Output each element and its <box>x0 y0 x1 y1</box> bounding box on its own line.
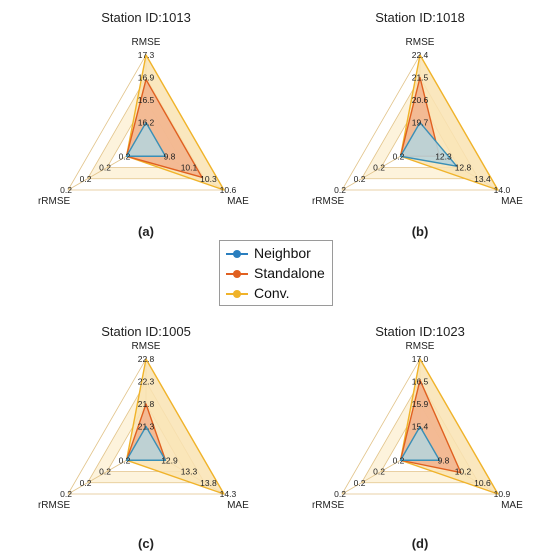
tick-label-mae: 13.3 <box>181 467 198 477</box>
tick-label-mae: 10.2 <box>455 467 472 477</box>
tick-label-mae: 12.8 <box>455 163 472 173</box>
axis-label-mae: MAE <box>227 500 249 511</box>
tick-label-rmse: 21.5 <box>412 73 429 83</box>
axis-label-mae: MAE <box>501 500 523 511</box>
tick-label-rmse: 22.3 <box>138 377 155 387</box>
axis-label-rrmse: rRMSE <box>38 500 71 511</box>
legend-marker-neighbor <box>233 250 241 258</box>
tick-label-mae: 10.9 <box>494 489 511 499</box>
tick-label-mae: 12.9 <box>161 455 178 465</box>
axis-label-rmse: RMSE <box>132 341 161 352</box>
axis-label-rmse: RMSE <box>406 341 435 352</box>
legend-marker-standalone <box>233 270 241 278</box>
tick-label-rrmse: 0.2 <box>60 185 72 195</box>
legend-label-neighbor: Neighbor <box>254 245 311 261</box>
axis-label-rrmse: rRMSE <box>312 196 345 207</box>
legend-marker-conv <box>233 290 241 298</box>
tick-label-rrmse: 0.2 <box>99 163 111 173</box>
tick-label-mae: 13.4 <box>474 174 491 184</box>
tick-label-rmse: 21.8 <box>138 399 155 409</box>
tick-label-mae: 10.3 <box>200 174 217 184</box>
series-neighbor-polygon <box>125 121 167 157</box>
panel-label: (b) <box>412 224 429 239</box>
tick-label-rrmse: 0.2 <box>393 455 405 465</box>
tick-label-rrmse: 0.2 <box>373 163 385 173</box>
tick-label-mae: 9.8 <box>438 455 450 465</box>
tick-label-rmse: 15.4 <box>412 422 429 432</box>
tick-label-rrmse: 0.2 <box>393 151 405 161</box>
axis-label-rmse: RMSE <box>132 37 161 48</box>
tick-label-rmse: 17.0 <box>412 354 429 364</box>
tick-label-rrmse: 0.2 <box>60 489 72 499</box>
tick-labels: 15.4 15.9 16.5 17.0 9.8 10.210.610.9 0.2 0.2 0.2… <box>334 354 510 499</box>
panel-label: (c) <box>138 536 154 551</box>
tick-label-mae: 9.8 <box>164 151 176 161</box>
tick-label-rmse: 21.3 <box>138 422 155 432</box>
tick-label-rrmse: 0.2 <box>99 467 111 477</box>
legend: Neighbor Standalone Conv. <box>219 240 333 306</box>
tick-label-mae: 13.8 <box>200 478 217 488</box>
radar-panel-1: 16.2 16.5 16.9 17.3 9.8 10.110.310.6 0.2 0.2 0.2… <box>38 10 249 239</box>
axis-label-rrmse: rRMSE <box>38 196 71 207</box>
tick-label-mae: 10.6 <box>474 478 491 488</box>
series-neighbor-polygon <box>125 425 167 461</box>
tick-label-rmse: 22.4 <box>412 50 429 60</box>
legend-item-neighbor: Neighbor <box>226 244 330 264</box>
tick-label-rrmse: 0.2 <box>80 174 92 184</box>
tick-label-mae: 14.0 <box>494 185 511 195</box>
series-neighbor-polygon <box>399 425 441 461</box>
tick-labels: 19.7 20.6 21.5 22.4 12.312.813.414.0 0.2 0.2 0.… <box>334 50 510 195</box>
radar-panel-4: 15.4 15.9 16.5 17.0 9.8 10.210.610.9 0.2 0.2 0.2… <box>312 324 523 551</box>
tick-label-rrmse: 0.2 <box>354 478 366 488</box>
tick-label-rmse: 19.7 <box>412 118 429 128</box>
chart-title: Station ID:1013 <box>101 10 191 25</box>
panel-label: (d) <box>412 536 429 551</box>
tick-labels: 16.2 16.5 16.9 17.3 9.8 10.110.310.6 0.2 0.2 0.2… <box>60 50 236 195</box>
tick-label-rmse: 15.9 <box>412 399 429 409</box>
axis-label-rrmse: rRMSE <box>312 500 345 511</box>
tick-label-rmse: 16.9 <box>138 73 155 83</box>
tick-label-rmse: 20.6 <box>412 95 429 105</box>
axis-label-mae: MAE <box>501 196 523 207</box>
tick-label-rrmse: 0.2 <box>334 185 346 195</box>
legend-label-conv: Conv. <box>254 285 290 301</box>
chart-title: Station ID:1018 <box>375 10 465 25</box>
panel-label: (a) <box>138 224 154 239</box>
chart-title: Station ID:1023 <box>375 324 465 339</box>
tick-label-rmse: 16.5 <box>412 377 429 387</box>
tick-label-mae: 12.3 <box>435 151 452 161</box>
radar-panel-3: 21.3 21.8 22.3 22.8 12.913.313.814.3 0.2 0.2 0.… <box>38 324 249 551</box>
chart-title: Station ID:1005 <box>101 324 191 339</box>
tick-label-mae: 10.1 <box>181 163 198 173</box>
tick-label-rrmse: 0.2 <box>80 478 92 488</box>
tick-label-mae: 14.3 <box>220 489 237 499</box>
tick-label-rmse: 16.2 <box>138 118 155 128</box>
tick-label-rrmse: 0.2 <box>119 455 131 465</box>
axis-label-rmse: RMSE <box>406 37 435 48</box>
tick-label-rrmse: 0.2 <box>119 151 131 161</box>
axis-label-mae: MAE <box>227 196 249 207</box>
tick-label-mae: 10.6 <box>220 185 237 195</box>
tick-labels: 21.3 21.8 22.3 22.8 12.913.313.814.3 0.2 0.2 0.… <box>60 354 236 499</box>
tick-label-rrmse: 0.2 <box>373 467 385 477</box>
tick-label-rmse: 22.8 <box>138 354 155 364</box>
tick-label-rrmse: 0.2 <box>334 489 346 499</box>
tick-label-rrmse: 0.2 <box>354 174 366 184</box>
legend-item-conv: Conv. <box>226 284 330 304</box>
tick-label-rmse: 16.5 <box>138 95 155 105</box>
radar-panel-2: 19.7 20.6 21.5 22.4 12.312.813.414.0 0.2 0.2 0.… <box>312 10 523 239</box>
legend-item-standalone: Standalone <box>226 264 330 284</box>
tick-label-rmse: 17.3 <box>138 50 155 60</box>
legend-label-standalone: Standalone <box>254 265 325 281</box>
series-neighbor-polygon <box>399 121 458 167</box>
